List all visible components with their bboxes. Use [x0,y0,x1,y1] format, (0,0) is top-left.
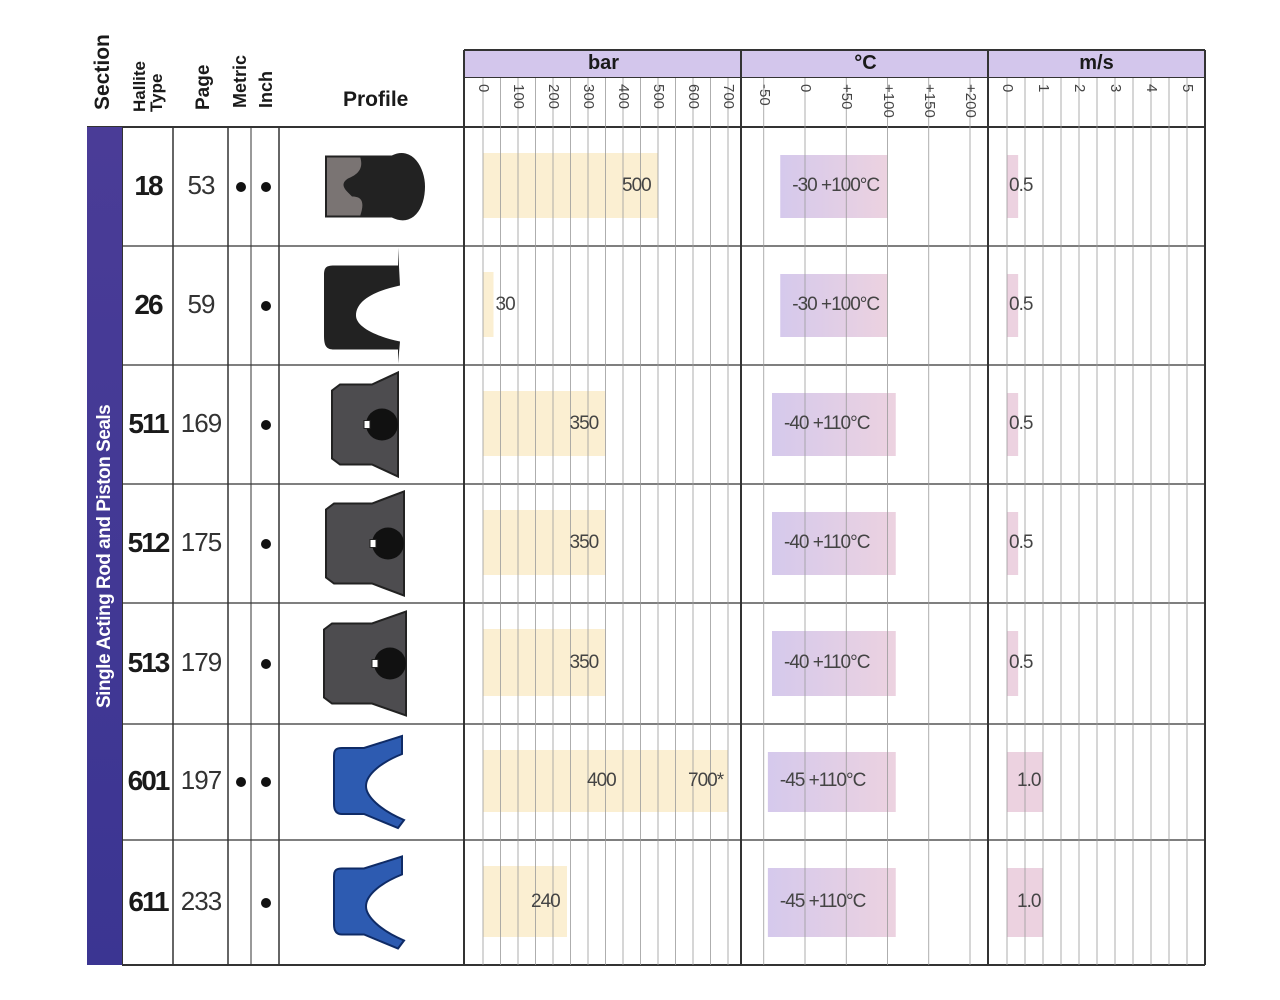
speed-label: 0.5 [1009,174,1033,196]
speed-label: 1.0 [1017,890,1041,912]
seal-slate-oring-icon [331,370,399,479]
pressure-label: 350 [569,531,600,553]
hallite-type-value: 26 [134,288,163,320]
temperature-bar [780,155,888,218]
temp-tick-label: -50 [755,84,773,106]
bar-tick-label: 0 [475,84,492,93]
temperature-label: -30 +100°C [792,174,880,196]
speed-bar [1007,155,1019,218]
inch-dot [261,897,271,908]
temperature-label: -45 +110°C [779,890,866,912]
temperature-bar [772,512,896,575]
pressure-label: 350 [569,651,600,673]
bar-tick-label: 100 [510,84,527,110]
temperature-label: -30 +100°C [792,293,880,315]
pressure-label: 350 [569,412,600,434]
temperature-bar [772,393,896,456]
speed-tick-label: 2 [1071,84,1088,93]
speed-tick-label: 0 [999,84,1016,93]
speed-bar [1007,393,1019,456]
temp-tick-label: +150 [920,84,938,118]
seal-slate-oring-icon [325,490,405,597]
pressure-bar [483,391,606,456]
bar-tick-label: 500 [650,84,667,110]
seal-slate-oring-icon [323,610,407,717]
bar-tick-label: 200 [545,84,562,110]
u-cup-grey-black-icon [325,153,426,221]
temperature-label: -45 +110°C [779,770,866,791]
page-value: 169 [180,407,222,438]
speed-label: 0.5 [1009,651,1033,673]
pressure-bar [483,629,606,696]
pressure-bar [483,510,606,575]
hallite-type-value: 512 [127,526,171,558]
metric-dot [236,181,246,192]
temp-tick-label: +200 [962,84,979,118]
temperature-bar [767,752,896,812]
hallite-type-value: 18 [134,169,163,201]
speed-bar [1007,512,1019,575]
speed-bar [1007,631,1019,696]
pressure-label: 400 [587,770,617,791]
hallite-type-value: 513 [127,646,171,678]
page-value: 197 [180,765,222,795]
inch-dot [261,658,271,669]
temperature-label: -40 +110°C [784,412,870,434]
page-value: 53 [187,169,216,200]
u-cup-blue-icon [333,855,406,950]
section-band [87,127,122,965]
inch-dot [261,181,271,192]
speed-bar [1007,274,1019,337]
bar-tick-label: 400 [615,84,632,110]
inch-dot [261,538,271,549]
pressure-label: 240 [531,890,561,912]
pressure-bar [483,272,494,337]
section-label: Single Acting Rod and Piston Seals [94,404,115,708]
hallite-type-value: 511 [128,407,169,439]
pressure-label: 500 [622,174,652,196]
pressure-label: 700* [688,770,724,791]
bar-tick-label: 600 [685,84,702,110]
page-value: 179 [180,646,222,677]
speed-label: 0.5 [1009,293,1033,315]
header-profile: Profile [343,88,409,111]
header-speed-band: m/s [988,50,1205,78]
speed-tick-label: 4 [1143,84,1160,93]
hallite-type-value: 611 [128,885,169,917]
temp-tick-label: 0 [797,84,814,93]
speed-tick-label: 3 [1107,84,1124,93]
u-cup-black-icon [324,247,400,364]
temperature-bar [767,868,896,937]
metric-dot [236,777,246,787]
temperature-label: -40 +110°C [784,531,870,553]
u-cup-blue-icon [333,734,406,830]
temp-tick-label: +50 [838,84,856,110]
inch-dot [261,419,271,430]
page-value: 175 [180,526,222,557]
speed-tick-label: 1 [1035,84,1052,93]
page-value: 233 [180,885,222,916]
bar-tick-label: 700 [720,84,737,110]
temperature-bar [780,274,888,337]
page-value: 59 [187,288,216,319]
pressure-label: 30 [495,293,516,315]
speed-label: 0.5 [1009,531,1033,553]
inch-dot [261,300,271,311]
temp-tick-label: +100 [879,84,897,118]
speed-label: 0.5 [1009,412,1033,434]
speed-label: 1.0 [1017,770,1041,791]
hallite-type-value: 601 [127,765,171,796]
temperature-bar [772,631,896,696]
inch-dot [261,777,271,787]
speed-tick-label: 5 [1179,84,1196,93]
temperature-label: -40 +110°C [784,651,870,673]
bar-tick-label: 300 [580,84,597,110]
